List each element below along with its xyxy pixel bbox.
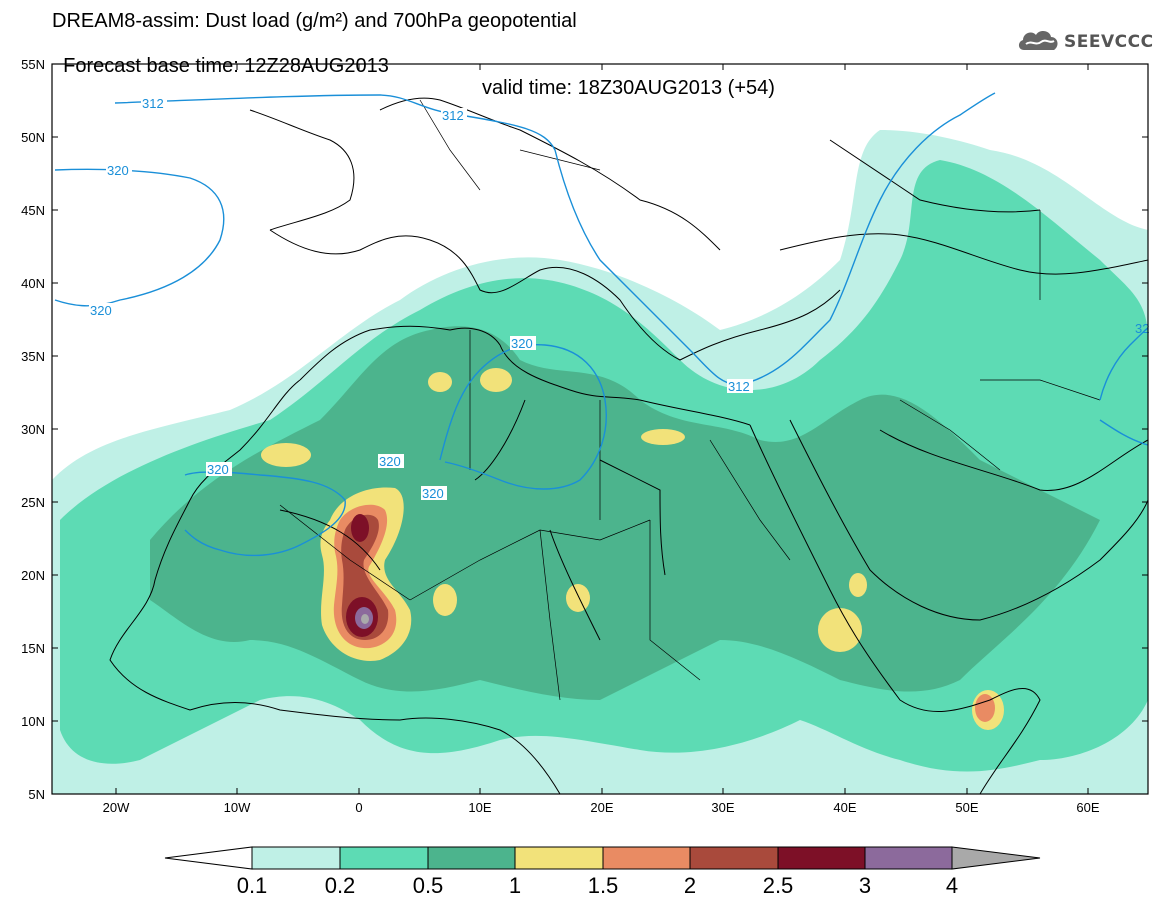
contour-label: 312 <box>142 96 164 111</box>
contour-label: 320 <box>422 486 444 501</box>
lon-label: 60E <box>1076 800 1099 815</box>
dust-region-1-algeria <box>428 372 452 392</box>
dust-region-1-ethiopia <box>818 608 862 652</box>
lat-label: 25N <box>21 495 45 510</box>
colorbar-label: 2.5 <box>763 873 794 898</box>
lat-label: 40N <box>21 276 45 291</box>
colorbar-labels: 0.1 0.2 0.5 1 1.5 2 2.5 3 4 <box>237 873 958 898</box>
colorbar-swatch <box>427 846 516 870</box>
colorbar-label: 0.1 <box>237 873 268 898</box>
lon-label: 10W <box>224 800 251 815</box>
dust-region-1-morocco <box>261 443 311 467</box>
lat-label: 50N <box>21 130 45 145</box>
longitude-labels: 20W 10W 0 10E 20E 30E 40E 50E 60E <box>103 800 1100 815</box>
lon-label: 40E <box>833 800 856 815</box>
lon-label: 0 <box>355 800 362 815</box>
contour-labels: 312 312 312 320 320 320 320 320 320 32 <box>89 96 1149 501</box>
lat-label: 35N <box>21 349 45 364</box>
colorbar-label: 0.5 <box>413 873 444 898</box>
map-subtitle: Forecast base time: 12Z28AUG2013 valid t… <box>52 33 775 99</box>
contour-label: 320 <box>379 454 401 469</box>
colorbar-swatch <box>514 846 604 870</box>
dust-region-1-eritrea <box>849 573 867 597</box>
colorbar-swatch <box>251 846 341 870</box>
dust-region-1-tunisia <box>480 368 512 392</box>
colorbar-swatch <box>339 846 429 870</box>
map-title: DREAM8-assim: Dust load (g/m²) and 700hP… <box>52 10 577 32</box>
contour-label: 32 <box>1135 321 1149 336</box>
colorbar-label: 0.2 <box>325 873 356 898</box>
lat-label: 15N <box>21 641 45 656</box>
dust-region-1-chad <box>566 584 590 612</box>
logo-text: SEEVCCC <box>1064 32 1154 52</box>
forecast-base-time: Forecast base time: 12Z28AUG2013 <box>63 55 389 77</box>
latitude-labels: 55N 50N 45N 40N 35N 30N 25N 20N 15N 10N … <box>21 57 45 802</box>
colorbar-swatch <box>689 846 779 870</box>
dust-region-2.5-north <box>351 514 369 542</box>
colorbar-swatch <box>602 846 691 870</box>
dust-region-1-niger <box>433 584 457 616</box>
contour-label: 320 <box>511 336 533 351</box>
lat-label: 10N <box>21 714 45 729</box>
lat-label: 5N <box>28 787 45 802</box>
contour-label: 320 <box>207 462 229 477</box>
contour-label: 320 <box>90 303 112 318</box>
contour-label: 312 <box>442 108 464 123</box>
seevccc-logo: SEEVCCC <box>1016 26 1156 56</box>
contour-label: 312 <box>728 379 750 394</box>
dust-region-1-egypt <box>641 429 685 445</box>
longitude-axis <box>115 64 1089 794</box>
coastlines <box>109 97 1148 794</box>
colorbar-swatch <box>777 846 866 870</box>
lat-label: 20N <box>21 568 45 583</box>
colorbar-label: 1.5 <box>588 873 619 898</box>
lon-label: 20W <box>103 800 130 815</box>
colorbar-high-arrow <box>951 846 1041 870</box>
colorbar-low-arrow <box>164 846 253 870</box>
colorbar <box>164 846 1041 870</box>
latitude-axis <box>52 63 1148 795</box>
lon-label: 20E <box>590 800 613 815</box>
dust-region-4 <box>361 614 369 624</box>
lon-label: 30E <box>711 800 734 815</box>
lat-label: 45N <box>21 203 45 218</box>
country-borders <box>279 99 1101 701</box>
lon-label: 50E <box>955 800 978 815</box>
lat-label: 55N <box>21 57 45 72</box>
lon-label: 10E <box>468 800 491 815</box>
cloud-icon <box>1018 31 1058 50</box>
colorbar-swatch <box>864 846 953 870</box>
contour-label: 320 <box>107 163 129 178</box>
colorbar-label: 1 <box>509 873 521 898</box>
dust-region-1.5-somalia <box>975 694 995 722</box>
colorbar-label: 2 <box>684 873 696 898</box>
lat-label: 30N <box>21 422 45 437</box>
valid-time: valid time: 18Z30AUG2013 (+54) <box>482 77 775 99</box>
colorbar-label: 4 <box>946 873 958 898</box>
colorbar-label: 3 <box>859 873 871 898</box>
